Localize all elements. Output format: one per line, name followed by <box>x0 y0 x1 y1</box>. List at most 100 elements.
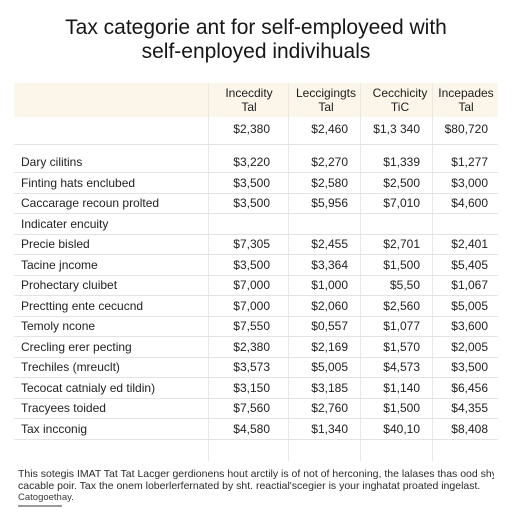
table-cell: $5,405 <box>451 257 488 272</box>
table-cell: $2,270 <box>311 155 348 169</box>
row-divider <box>14 295 498 296</box>
row-divider <box>14 254 498 255</box>
column-divider <box>288 83 289 461</box>
page-title: Tax categorie ant for self-employeed wit… <box>65 16 447 39</box>
table-cell: $4,573 <box>383 360 420 374</box>
table-cell: $1,339 <box>383 155 420 169</box>
table-cell: $3,500 <box>451 360 488 374</box>
table-cell: $4,355 <box>451 401 488 415</box>
table-cell: $1,570 <box>383 339 420 354</box>
table-header-band <box>14 83 498 117</box>
table-cell: $4,600 <box>451 196 488 210</box>
table-cell: $3,000 <box>451 175 488 190</box>
row-divider <box>14 438 498 440</box>
table-cell: $2,560 <box>383 298 420 313</box>
row-label: Temoly ncone <box>21 319 96 333</box>
footnote-line: cacable poir. Tax the onem loberlerferna… <box>18 480 481 492</box>
row-divider <box>14 274 498 276</box>
table-cell: $2,169 <box>311 339 348 354</box>
row-label: Tax incconig <box>21 421 88 436</box>
table-cell: $7,560 <box>233 401 270 415</box>
table-cell: $2,401 <box>451 237 488 251</box>
row-label: Dary cilitins <box>21 155 83 169</box>
table-cell: $40,10 <box>383 421 420 436</box>
table-cell: $4,580 <box>233 421 270 436</box>
table-cell: $2,060 <box>311 298 348 313</box>
row-label: Prohectary cluibet <box>21 278 118 292</box>
table-cell: $3,185 <box>311 380 348 395</box>
table-cell: $2,701 <box>383 237 420 251</box>
table-cell: $2,580 <box>311 175 348 190</box>
row-divider <box>14 233 498 235</box>
row-divider <box>14 172 498 173</box>
table-cell: $2,455 <box>311 237 348 251</box>
table-cell: $3,220 <box>233 155 270 169</box>
table-cell: $3,500 <box>233 175 270 190</box>
table-cell: $3,573 <box>233 360 270 374</box>
table-cell: $3,500 <box>233 257 270 272</box>
row-divider <box>14 377 498 378</box>
table-cell: $7,000 <box>233 298 270 313</box>
row-label: Tecocat catnialy ed tildin) <box>21 380 156 395</box>
table-cell: $2,500 <box>383 175 420 190</box>
footnote: This sotegis IMAT Tat Tat Lacger gerdion… <box>18 468 494 504</box>
table-cell: $1,140 <box>383 380 420 395</box>
table-cell: $7,305 <box>233 237 270 251</box>
table-cell: $2,460 <box>311 122 348 136</box>
footnote-line: This sotegis IMAT Tat Tat Lacger gerdion… <box>18 468 494 480</box>
table-cell: $3,500 <box>233 196 270 210</box>
row-label: Tacine jncome <box>21 257 98 272</box>
column-header: Leccigingts Tal <box>295 86 357 114</box>
table-cell: $5,005 <box>451 298 488 313</box>
table-cell: $1,340 <box>311 421 348 436</box>
column-header: Incepades Tal <box>438 86 494 114</box>
row-divider <box>14 418 498 419</box>
page-subtitle: self-enployed indivihuals <box>141 40 371 63</box>
row-divider <box>14 192 498 194</box>
row-divider <box>14 144 498 145</box>
row-label: Precie bisled <box>21 237 90 251</box>
row-label: Crecling erer pecting <box>21 339 132 354</box>
column-header: Cecchicity TiC <box>372 86 428 114</box>
row-divider <box>14 397 498 399</box>
table-cell: $7,550 <box>233 319 270 333</box>
table-cell: $3,600 <box>451 319 488 333</box>
column-divider <box>360 83 361 461</box>
row-label: Indicater encuity <box>21 216 109 231</box>
table-cell: $2,005 <box>451 339 488 354</box>
table-cell: $7,000 <box>233 278 270 292</box>
table-cell: $5,50 <box>389 278 420 292</box>
row-divider <box>14 356 498 358</box>
row-divider <box>14 336 498 337</box>
table-cell: $3,150 <box>233 380 270 395</box>
table-cell: $1,277 <box>451 155 488 169</box>
row-label: Caccarage recoun prolted <box>21 196 160 210</box>
table-cell: $1,067 <box>451 278 488 292</box>
table-cell: $1,077 <box>383 319 420 333</box>
column-header: Incecdity Tal <box>225 86 273 114</box>
column-divider <box>432 83 433 461</box>
table-cell: $2,760 <box>311 401 348 415</box>
table-cell: $2,380 <box>233 339 270 354</box>
table-cell: $1,500 <box>383 257 420 272</box>
row-divider <box>14 315 498 317</box>
table-cell: $1,500 <box>383 401 420 415</box>
column-divider <box>208 83 209 461</box>
row-label: Tracyees toided <box>21 401 106 415</box>
footnote-line: Catogoethay. <box>18 492 74 503</box>
table-cell: $1,000 <box>311 278 348 292</box>
row-divider <box>14 213 498 214</box>
row-label: Prectting ente cecucnd <box>21 298 144 313</box>
table-cell: $3,364 <box>311 257 348 272</box>
table-cell: $7,010 <box>383 196 420 210</box>
table-cell: $5,956 <box>311 196 348 210</box>
table-cell: $2,380 <box>233 122 270 136</box>
row-label: Finting hats enclubed <box>21 175 136 190</box>
table-cell: $8,408 <box>451 421 488 436</box>
table-cell: $80,720 <box>444 122 488 136</box>
table-cell: $1,3 340 <box>373 122 420 136</box>
table-cell: $6,456 <box>451 380 488 395</box>
footer-rule <box>18 505 62 507</box>
row-label: Trechiles (mreuclt) <box>21 360 120 374</box>
table-cell: $0,557 <box>311 319 348 333</box>
